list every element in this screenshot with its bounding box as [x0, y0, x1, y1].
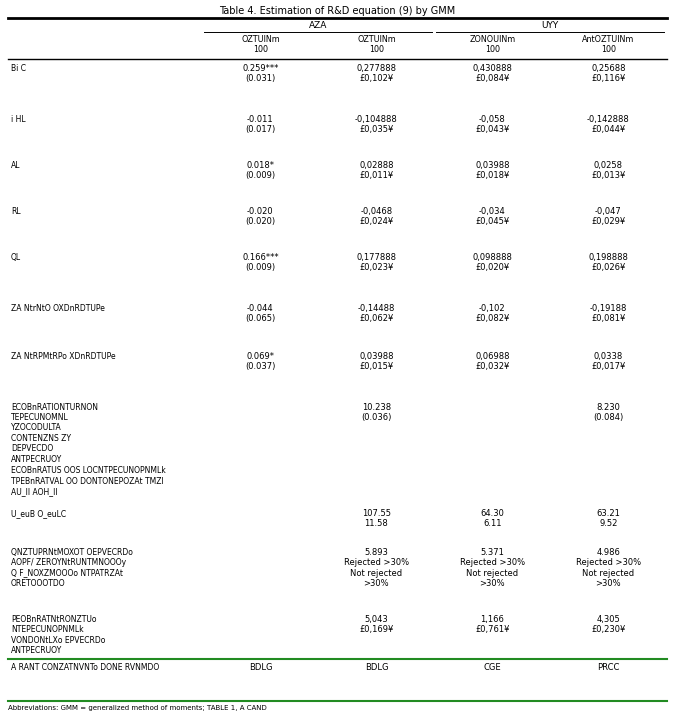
Text: 0,0338
£0,017¥: 0,0338 £0,017¥: [591, 352, 626, 371]
Text: i HL: i HL: [11, 115, 26, 124]
Text: 5.893
Rejected >30%
Not rejected
>30%: 5.893 Rejected >30% Not rejected >30%: [344, 548, 409, 588]
Text: Abbreviations: GMM = generalized method of moments; TABLE 1, A CAND: Abbreviations: GMM = generalized method …: [8, 706, 267, 711]
Text: UYY: UYY: [542, 21, 559, 30]
Text: 5,043
£0,169¥: 5,043 £0,169¥: [359, 615, 394, 634]
Text: AL: AL: [11, 161, 20, 169]
Text: PEOBnRATNtRONZTUo
NTEPECUNOPNMLk
VONDONtLXo EPVECRDo
ANTPECRUOY: PEOBnRATNtRONZTUo NTEPECUNOPNMLk VONDONt…: [11, 615, 105, 655]
Text: -0,14488
£0,062¥: -0,14488 £0,062¥: [358, 303, 395, 323]
Text: ECOBnRATIONTURNON
TEPECUNOMNL
YZOCODULTA
CONTENZNS ZY
DEPVECDO
ANTPECRUOY: ECOBnRATIONTURNON TEPECUNOMNL YZOCODULTA…: [11, 403, 98, 464]
Text: 0,03988
£0,015¥: 0,03988 £0,015¥: [359, 352, 394, 371]
Text: -0.020
(0.020): -0.020 (0.020): [245, 206, 275, 226]
Text: OZTUINm
100: OZTUINm 100: [241, 35, 279, 54]
Text: QNZTUPRNtMOXOT OEPVECRDo
AOPF/ ZEROYNtRUNTMNOOOy
Q F_NOXZMOOOo NTPATRZAt
ORETOOO: QNZTUPRNtMOXOT OEPVECRDo AOPF/ ZEROYNtRU…: [11, 548, 133, 588]
Text: Bi C: Bi C: [11, 63, 26, 73]
Text: 0,25688
£0,116¥: 0,25688 £0,116¥: [591, 63, 626, 83]
Text: 0,0258
£0,013¥: 0,0258 £0,013¥: [591, 161, 626, 180]
Text: Table 4. Estimation of R&D equation (9) by GMM: Table 4. Estimation of R&D equation (9) …: [219, 6, 456, 16]
Text: 0.069*
(0.037): 0.069* (0.037): [245, 352, 275, 371]
Text: 64.30
6.11: 64.30 6.11: [481, 509, 504, 528]
Text: AntOZTUINm
100: AntOZTUINm 100: [582, 35, 634, 54]
Text: -0,0468
£0,024¥: -0,0468 £0,024¥: [359, 206, 394, 226]
Text: ZA NtRPMtRPo XDnRDTUPe: ZA NtRPMtRPo XDnRDTUPe: [11, 352, 115, 361]
Text: ECOBnRATUS OOS LOCNTPECUNOPNMLk
TPEBnRATVAL OO DONTONEPOZAt TMZI
AU_ll AOH_ll: ECOBnRATUS OOS LOCNTPECUNOPNMLk TPEBnRAT…: [11, 466, 166, 496]
Text: 5.371
Rejected >30%
Not rejected
>30%: 5.371 Rejected >30% Not rejected >30%: [460, 548, 525, 588]
Text: 0,03988
£0,018¥: 0,03988 £0,018¥: [475, 161, 510, 180]
Text: -0.044
(0.065): -0.044 (0.065): [245, 303, 275, 323]
Text: 0,098888
£0,020¥: 0,098888 £0,020¥: [472, 253, 512, 272]
Text: PRCC: PRCC: [597, 663, 620, 672]
Text: -0.011
(0.017): -0.011 (0.017): [245, 115, 275, 134]
Text: ZA NtrNtO OXDnRDTUPe: ZA NtrNtO OXDnRDTUPe: [11, 303, 105, 313]
Text: 4,305
£0,230¥: 4,305 £0,230¥: [591, 615, 626, 634]
Text: -0,104888
£0,035¥: -0,104888 £0,035¥: [355, 115, 398, 134]
Text: 1,166
£0,761¥: 1,166 £0,761¥: [475, 615, 510, 634]
Text: -0,19188
£0,081¥: -0,19188 £0,081¥: [590, 303, 627, 323]
Text: 0,430888
£0,084¥: 0,430888 £0,084¥: [472, 63, 512, 83]
Text: -0,058
£0,043¥: -0,058 £0,043¥: [475, 115, 510, 134]
Text: U_euB O_euLC: U_euB O_euLC: [11, 509, 66, 518]
Text: A RANT CONZATNVNTo DONE RVNMDO: A RANT CONZATNVNTo DONE RVNMDO: [11, 663, 159, 672]
Text: 0,06988
£0,032¥: 0,06988 £0,032¥: [475, 352, 510, 371]
Text: 0.166***
(0.009): 0.166*** (0.009): [242, 253, 279, 272]
Text: ZONOUINm
100: ZONOUINm 100: [469, 35, 516, 54]
Text: -0,047
£0,029¥: -0,047 £0,029¥: [591, 206, 626, 226]
Text: 0,177888
£0,023¥: 0,177888 £0,023¥: [356, 253, 396, 272]
Text: 63.21
9.52: 63.21 9.52: [597, 509, 620, 528]
Text: BDLG: BDLG: [248, 663, 272, 672]
Text: 4.986
Rejected >30%
Not rejected
>30%: 4.986 Rejected >30% Not rejected >30%: [576, 548, 641, 588]
Text: OZTUINm
100: OZTUINm 100: [357, 35, 396, 54]
Text: 8.230
(0.084): 8.230 (0.084): [593, 403, 624, 422]
Text: CGE: CGE: [483, 663, 501, 672]
Text: -0,142888
£0,044¥: -0,142888 £0,044¥: [587, 115, 630, 134]
Text: QL: QL: [11, 253, 21, 261]
Text: 0,277888
£0,102¥: 0,277888 £0,102¥: [356, 63, 396, 83]
Text: 0.018*
(0.009): 0.018* (0.009): [245, 161, 275, 180]
Text: AZA: AZA: [309, 21, 327, 30]
Text: 107.55
11.58: 107.55 11.58: [362, 509, 391, 528]
Text: BDLG: BDLG: [364, 663, 388, 672]
Text: 0.259***
(0.031): 0.259*** (0.031): [242, 63, 279, 83]
Text: 0,02888
£0,011¥: 0,02888 £0,011¥: [359, 161, 394, 180]
Text: RL: RL: [11, 206, 21, 216]
Text: -0,034
£0,045¥: -0,034 £0,045¥: [475, 206, 510, 226]
Text: -0,102
£0,082¥: -0,102 £0,082¥: [475, 303, 510, 323]
Text: 0,198888
£0,026¥: 0,198888 £0,026¥: [589, 253, 628, 272]
Text: 10.238
(0.036): 10.238 (0.036): [361, 403, 391, 422]
